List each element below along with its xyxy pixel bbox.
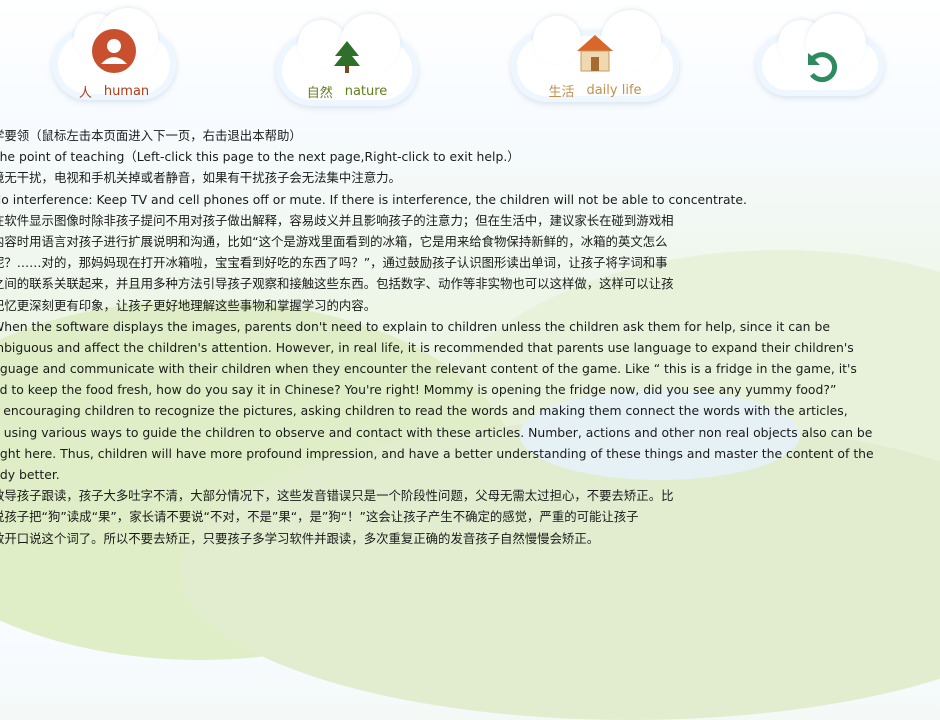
nav-human-button[interactable]: 人 human: [52, 8, 176, 101]
help-line: ught here. Thus, children will have more…: [0, 445, 874, 461]
help-line: 记忆更深刻更有印象，让孩子更好地理解这些事物和掌握学习的内容。: [0, 297, 377, 313]
background-pond: [520, 390, 800, 480]
help-line: y encouraging children to recognize the …: [0, 403, 848, 419]
help-line: ed to keep the food fresh, how do you sa…: [0, 382, 837, 398]
help-line: No interference: Keep TV and cell phones…: [0, 191, 747, 207]
nav-label-en: daily life: [586, 82, 642, 98]
help-line: 说孩子把“狗”读成“果”，家长请不要说“不对，不是”果“，是”狗“！”这会让孩子…: [0, 509, 639, 525]
tree-icon: [332, 40, 362, 78]
help-line: nguage and communicate with their childr…: [0, 361, 857, 377]
back-button[interactable]: [756, 14, 884, 96]
nav-label-en: human: [103, 83, 150, 99]
help-text-block: 学要领（鼠标左击本页面进入下一页，右击退出本帮助） The point of t…: [0, 125, 940, 549]
nav-label-en: nature: [344, 83, 388, 99]
help-line: mbiguous and affect the children's atten…: [0, 339, 854, 355]
help-line: 敢开口说这个词了。所以不要去矫正，只要孩子多学习软件并跟读，多次重复正确的发音孩…: [0, 530, 600, 546]
help-line: 在软件显示图像时除非孩子提问不用对孩子做出解释，容易歧义并且影响孩子的注意力；但…: [0, 212, 674, 228]
help-line: 学要领（鼠标左击本页面进入下一页，右击退出本帮助）: [0, 128, 302, 143]
house-icon: [575, 33, 615, 77]
help-line: d using various ways to guide the childr…: [0, 424, 873, 440]
help-line: 教导孩子跟读，孩子大多吐字不清，大部分情况下，这些发音错误只是一个阶段性问题，父…: [0, 488, 674, 504]
nav-label-cn: 生活: [548, 84, 575, 100]
help-line: 内容时用语言对孩子进行扩展说明和沟通，比如“这个是游戏里面看到的冰箱，它是用来给…: [0, 233, 668, 249]
nav-label-cn: 自然: [306, 85, 333, 101]
help-line: 呢？……对的，那妈妈现在打开冰箱啦，宝宝看到好吃的东西了吗？”，通过鼓励孩子认识…: [0, 255, 668, 271]
help-line: 境无干扰，电视和手机关掉或者静音，如果有干扰孩子会无法集中注意力。: [0, 170, 401, 186]
nav-daily-life-button[interactable]: 生活 daily life: [511, 10, 679, 102]
nav-label-cn: 人: [78, 85, 92, 101]
person-circle-icon: [91, 28, 137, 78]
nav-nature-button[interactable]: 自然 nature: [276, 14, 418, 106]
help-line: When the software displays the images, p…: [0, 318, 830, 334]
help-line: 之间的联系关联起来，并且用多种方法引导孩子观察和接触这些东西。包括数字、动作等非…: [0, 276, 674, 292]
help-line: udy better.: [0, 467, 60, 482]
back-arrow-icon: [800, 43, 840, 87]
help-line: The point of teaching（Left-click this pa…: [0, 149, 520, 165]
